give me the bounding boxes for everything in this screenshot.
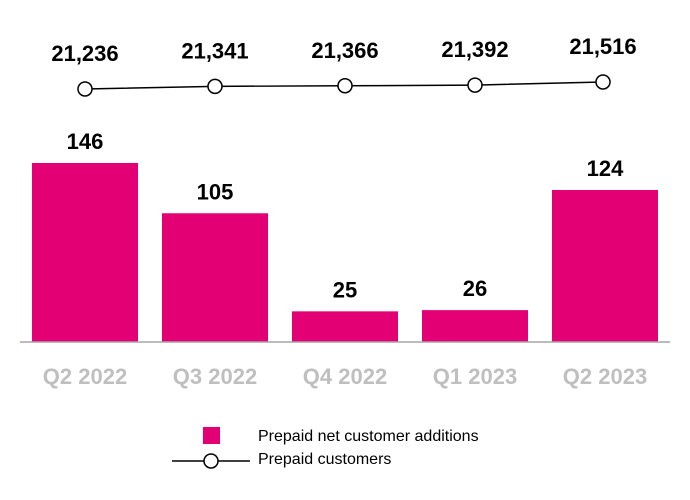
line-point [207,78,223,95]
line-point [337,78,353,94]
bar [32,163,138,342]
bar [422,310,528,342]
bar-data-label: 124 [587,156,624,181]
legend-swatch-bars [203,427,220,444]
legend-marker-line [203,453,219,469]
bar-data-label: 25 [333,277,357,302]
bar-data-label: 105 [197,179,234,204]
legend-label-line: Prepaid customers [258,451,392,468]
bar [162,213,268,342]
bar [552,189,658,342]
line-data-label: 21,392 [441,37,508,62]
bar-data-label: 146 [67,129,104,154]
line-data-label: 21,366 [311,38,378,63]
line-point [595,74,611,90]
line-point [77,81,93,97]
line-point [467,77,483,93]
x-tick-label: Q2 2023 [563,364,647,389]
line-data-label: 21,341 [181,38,248,63]
bar-data-label: 26 [463,276,487,301]
x-tick-label: Q4 2022 [303,364,387,389]
x-tick-label: Q1 2023 [433,364,517,389]
x-tick-label: Q3 2022 [173,364,257,389]
legend-label-bars: Prepaid net customer additions [258,428,479,445]
line-data-label: 21,236 [51,41,118,66]
x-tick-label: Q2 2022 [43,364,127,389]
bar [292,311,398,342]
line-data-label: 21,516 [569,34,636,59]
